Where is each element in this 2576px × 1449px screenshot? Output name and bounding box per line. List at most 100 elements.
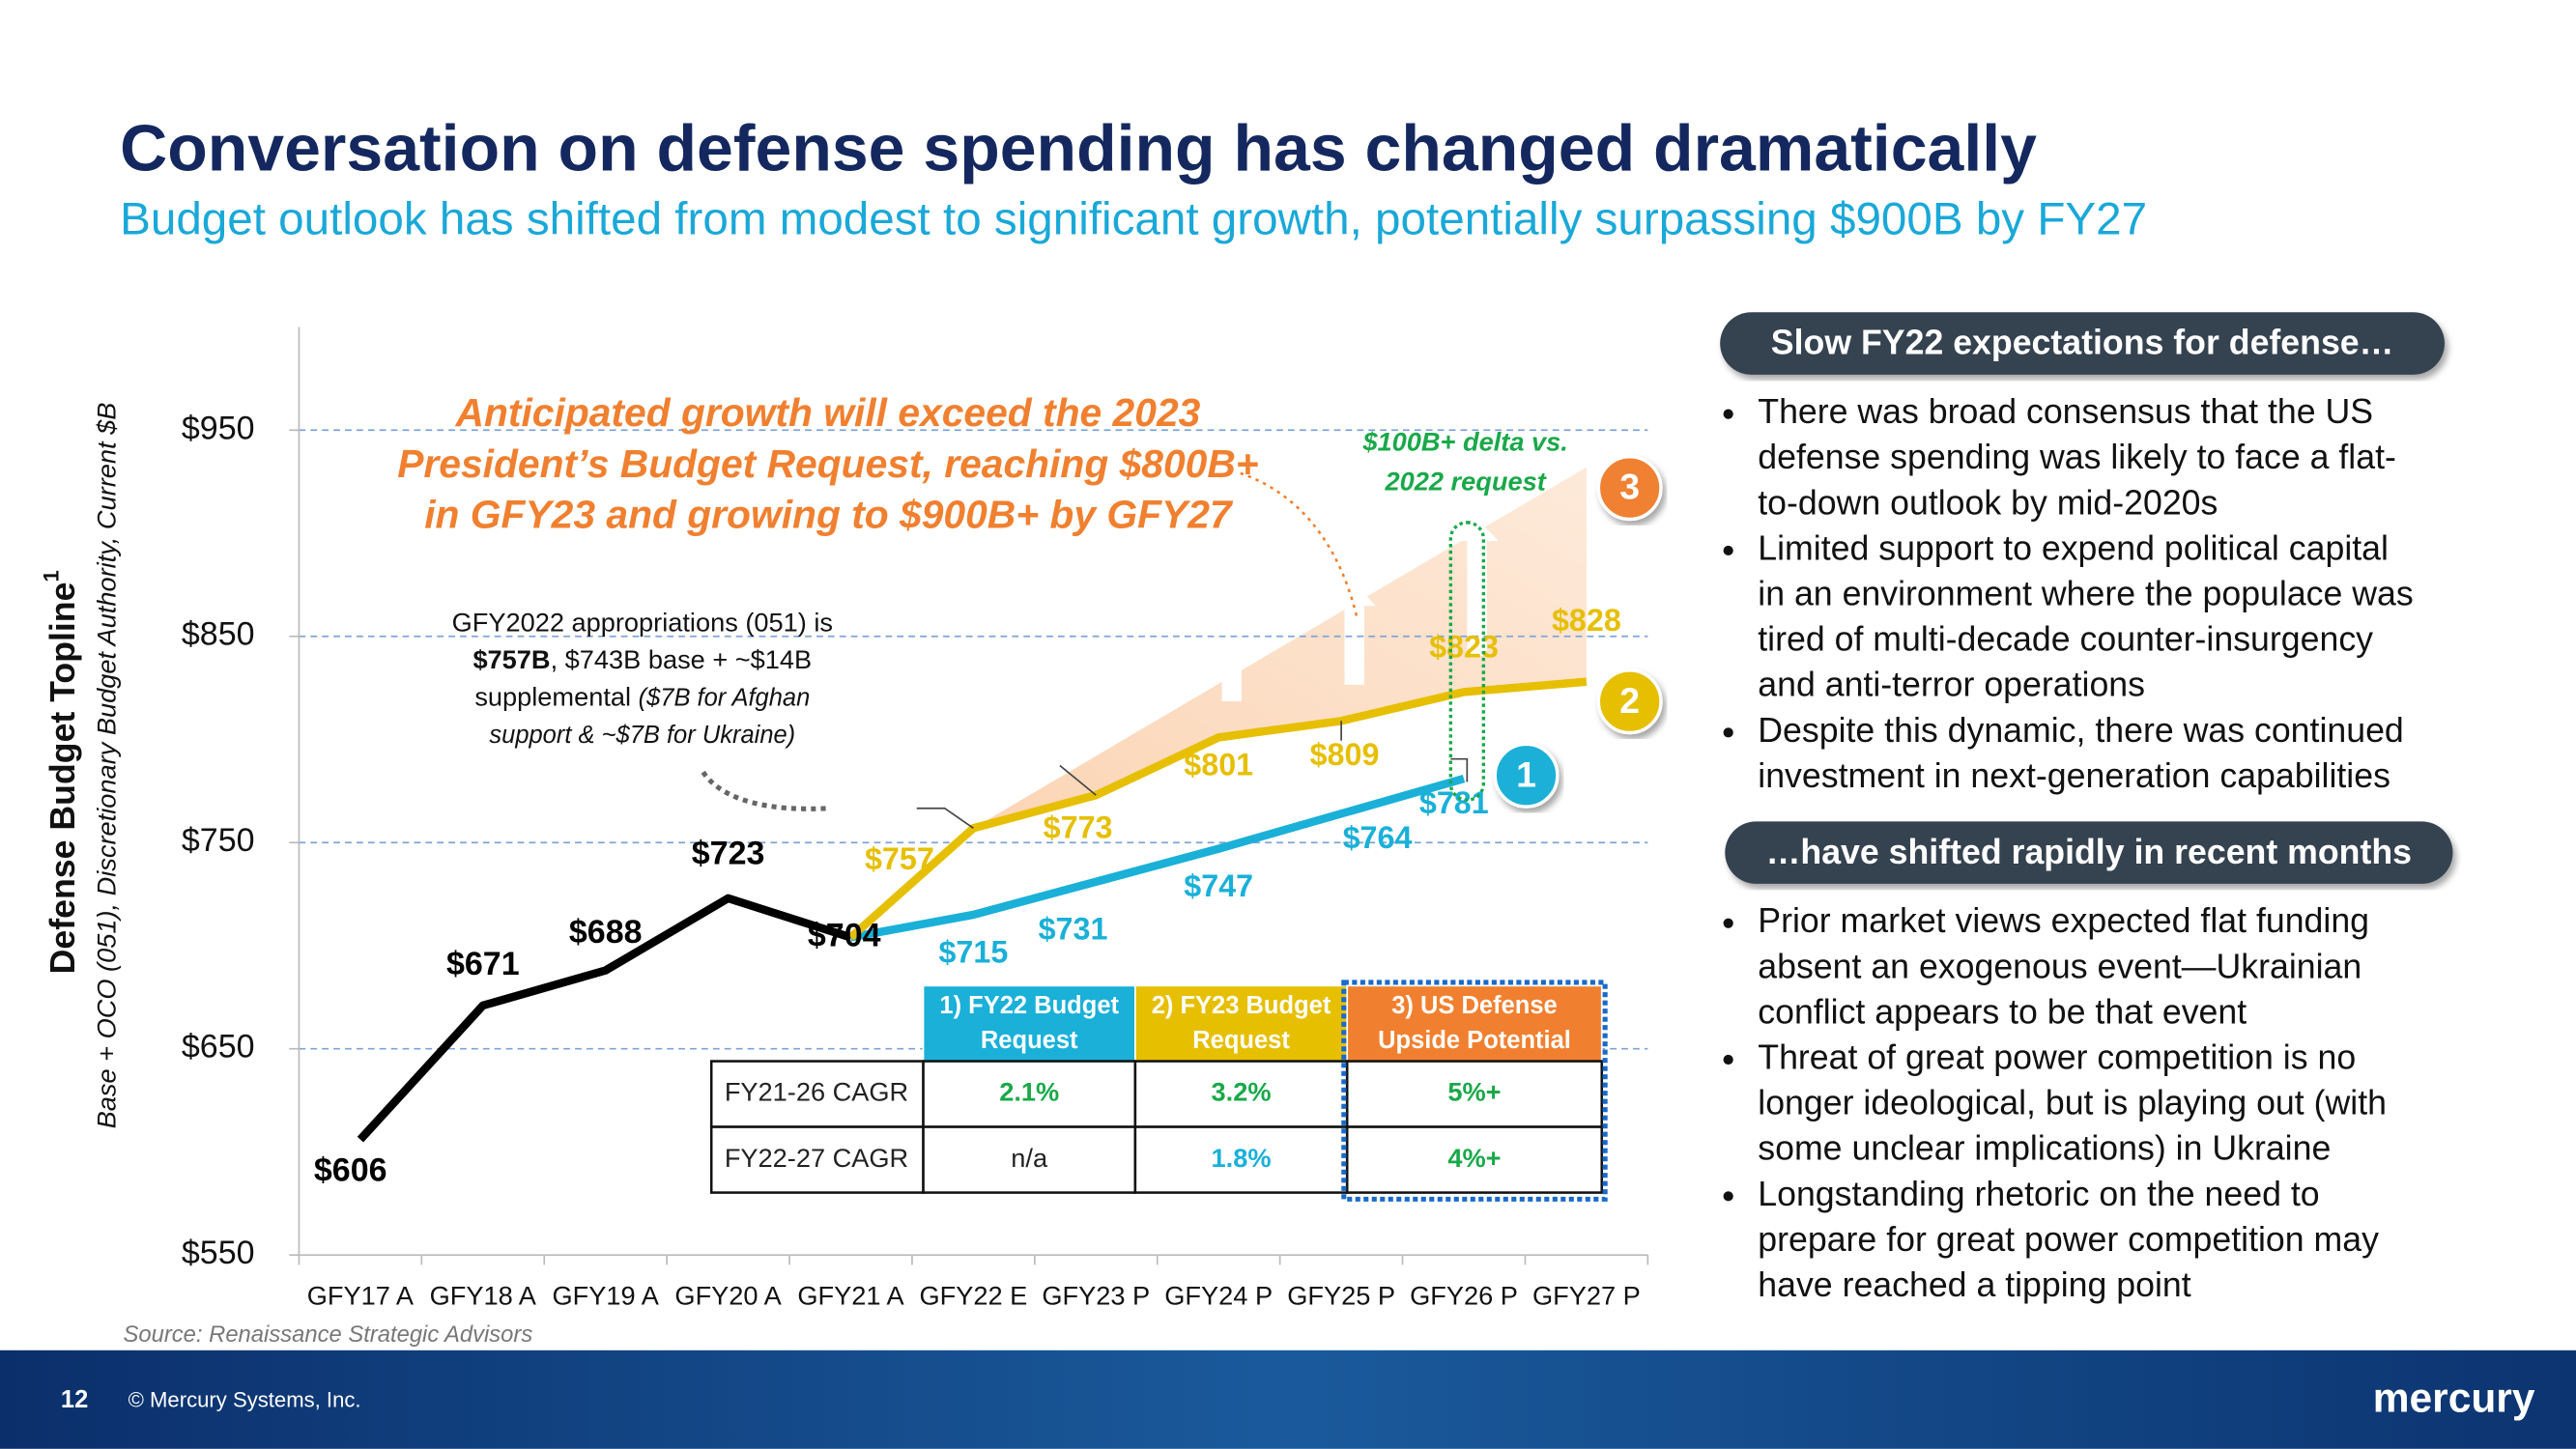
bullet-text: longer ideological, but is playing out (… <box>1758 1084 2387 1122</box>
bullet-text: and anti-terror operations <box>1758 666 2145 704</box>
data-label: $828 <box>1552 603 1621 638</box>
bullet-text: have reached a tipping point <box>1758 1265 2190 1304</box>
x-tick-label: GFY21 A <box>797 1281 904 1311</box>
section-heading: Slow FY22 expectations for defense… <box>1771 324 2394 362</box>
bullet-text: Limited support to expend political capi… <box>1758 528 2389 567</box>
data-label: $809 <box>1310 737 1380 772</box>
table-cell-text: FY22-27 CAGR <box>725 1143 908 1173</box>
title: Conversation on defense spending has cha… <box>120 111 2037 185</box>
growth-note: Anticipated growth will exceed the 2023 <box>455 390 1201 435</box>
table-cell-text: 2.1% <box>999 1077 1059 1107</box>
bullet-text: tired of multi-decade counter-insurgency <box>1758 620 2373 659</box>
bullet-text: defense spending was likely to face a fl… <box>1758 438 2396 476</box>
delta-note: 2022 request <box>1385 466 1547 496</box>
y-axis-title-sup: 1 <box>39 570 63 582</box>
data-label: $757 <box>865 841 934 876</box>
bullet-text: some unclear implications) in Ukraine <box>1758 1129 2331 1168</box>
x-tick-label: GFY24 P <box>1164 1281 1273 1311</box>
page-number: 12 <box>61 1386 88 1413</box>
bullet-text: Prior market views expected flat funding <box>1758 901 2369 940</box>
section-heading: …have shifted rapidly in recent months <box>1766 833 2412 871</box>
approp-note-part: GFY2022 appropriations (051) is <box>452 607 833 637</box>
data-label: $764 <box>1343 820 1413 855</box>
table-header: 2) FY23 Budget <box>1152 992 1331 1019</box>
marker-label: 1 <box>1516 753 1536 794</box>
bullet-dot <box>1724 727 1733 737</box>
approp-note-part: , $743B base + ~$14B <box>551 644 813 674</box>
y-tick-label: $750 <box>182 822 255 859</box>
copyright: © Mercury Systems, Inc. <box>129 1387 361 1411</box>
bullet-text: investment in next-generation capabiliti… <box>1758 756 2390 795</box>
table-cell-text: 5%+ <box>1447 1077 1501 1107</box>
approp-note-part: support & ~$7B for Ukraine) <box>489 722 795 749</box>
label-leader <box>917 809 974 829</box>
bullet-text: to-down outlook by mid-2020s <box>1758 483 2218 522</box>
data-label: $781 <box>1419 785 1489 820</box>
bullet-dot <box>1724 410 1733 419</box>
x-tick-label: GFY25 P <box>1287 1281 1395 1311</box>
y-tick-label: $850 <box>182 616 255 653</box>
bullet-text: conflict appears to be that event <box>1758 992 2247 1031</box>
bullet-text: There was broad consensus that the US <box>1758 392 2373 431</box>
table-cell-text: n/a <box>1011 1143 1048 1173</box>
growth-note: President’s Budget Request, reaching $80… <box>397 441 1258 486</box>
table-header: Request <box>981 1027 1078 1054</box>
note-leader <box>703 772 830 809</box>
subtitle: Budget outlook has shifted from modest t… <box>120 193 2147 244</box>
bullet-text: Longstanding rhetoric on the need to <box>1758 1175 2319 1213</box>
y-axis-title: Defense Budget Topline1 <box>39 570 82 974</box>
x-tick-label: GFY20 A <box>674 1281 782 1311</box>
data-label: $671 <box>446 946 520 982</box>
bullet-text: in an environment where the populace was <box>1758 574 2413 612</box>
approp-note-part: ($7B for Afghan <box>639 684 811 711</box>
note-leader <box>1241 473 1358 618</box>
bullet-text: Despite this dynamic, there was continue… <box>1758 711 2404 750</box>
bullet-text: absent an exogenous event—Ukrainian <box>1758 947 2361 985</box>
data-label: $773 <box>1044 810 1113 844</box>
bullet-dot <box>1724 919 1733 928</box>
table-cell-text: FY21-26 CAGR <box>725 1077 908 1107</box>
data-label: $731 <box>1039 911 1108 946</box>
table-header: 1) FY22 Budget <box>939 992 1119 1019</box>
marker-label: 3 <box>1619 467 1640 507</box>
table-cell-text: 4%+ <box>1447 1143 1501 1173</box>
data-label: $606 <box>314 1152 387 1189</box>
bullet-dot <box>1724 546 1733 555</box>
bullet-text: Threat of great power competition is no <box>1758 1037 2356 1076</box>
x-tick-label: GFY26 P <box>1410 1281 1518 1311</box>
growth-note: in GFY23 and growing to $900B+ by GFY27 <box>424 493 1234 537</box>
y-tick-label: $950 <box>182 410 255 446</box>
bullet-dot <box>1724 1055 1733 1065</box>
logo: mercury <box>2373 1377 2535 1422</box>
data-label: $715 <box>938 934 1008 969</box>
bullet-text: prepare for great power competition may <box>1758 1220 2379 1259</box>
approp-note: GFY2022 appropriations (051) is <box>452 607 833 637</box>
approp-note: $757B, $743B base + ~$14B <box>472 644 812 674</box>
y-axis-subtitle: Base + OCO (051), Discretionary Budget A… <box>91 403 121 1129</box>
table-cell-text: 3.2% <box>1212 1077 1272 1107</box>
data-label: $747 <box>1184 868 1253 903</box>
table-cell-text: 1.8% <box>1212 1143 1272 1173</box>
footer-band <box>0 1350 2576 1449</box>
table-header: 3) US Defense <box>1391 992 1557 1019</box>
approp-note-part: $757B <box>472 644 550 674</box>
approp-note-part: supplemental <box>474 682 638 712</box>
table-header: Upside Potential <box>1378 1027 1571 1054</box>
delta-note: $100B+ delta vs. <box>1361 426 1567 456</box>
approp-note: support & ~$7B for Ukraine) <box>489 722 795 749</box>
data-label: $704 <box>808 917 881 953</box>
x-tick-label: GFY27 P <box>1532 1281 1641 1311</box>
x-tick-label: GFY23 P <box>1042 1281 1150 1311</box>
source: Source: Renaissance Strategic Advisors <box>124 1321 533 1348</box>
x-tick-label: GFY17 A <box>307 1281 415 1311</box>
marker-label: 2 <box>1619 680 1640 721</box>
data-label: $801 <box>1184 747 1253 781</box>
table-header: Request <box>1192 1027 1290 1054</box>
bullet-dot <box>1724 1191 1733 1201</box>
data-label: $723 <box>692 836 765 872</box>
approp-note: supplemental ($7B for Afghan <box>474 682 810 712</box>
data-label: $688 <box>569 914 643 951</box>
y-tick-label: $650 <box>182 1029 255 1065</box>
